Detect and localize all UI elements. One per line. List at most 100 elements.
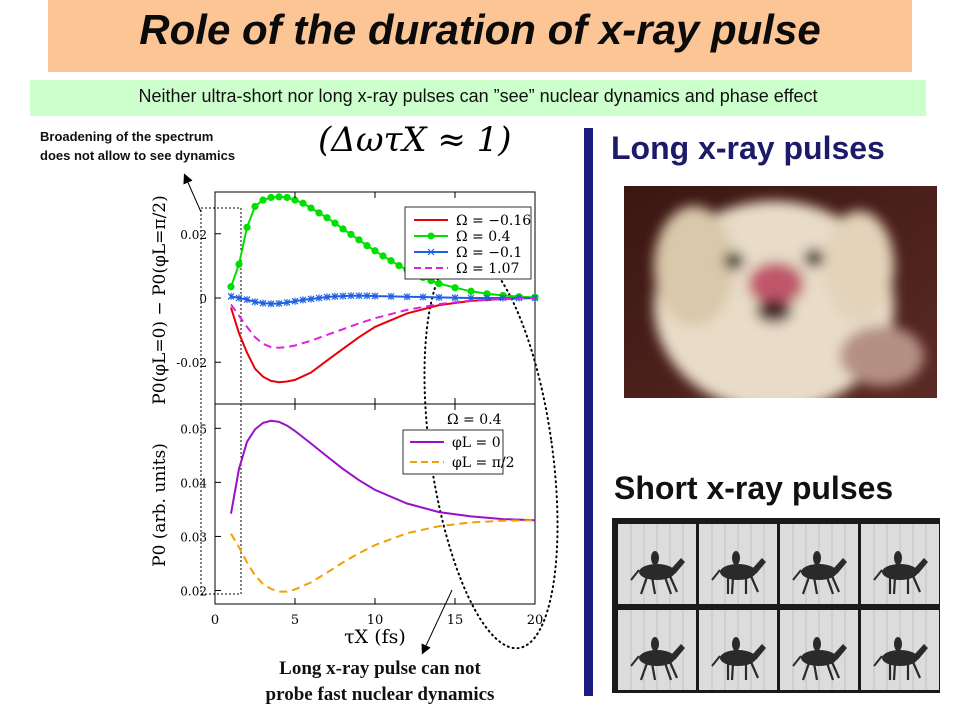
blurred-dog-photo	[624, 186, 937, 411]
horse-rider	[894, 551, 902, 565]
data-point	[267, 193, 275, 202]
subtitle-banner: Neither ultra-short nor long x-ray pulse…	[30, 80, 926, 116]
horse-legs	[726, 575, 760, 595]
blurred-dog-image	[624, 186, 937, 411]
y-tick-label: 0.05	[180, 422, 207, 436]
horse-legs	[639, 661, 679, 681]
horse-body	[639, 564, 675, 580]
data-point	[371, 292, 379, 300]
data-point	[259, 299, 267, 307]
data-point	[355, 236, 363, 244]
data-point	[283, 193, 291, 202]
horse-head	[833, 644, 847, 660]
horse-head	[914, 558, 928, 574]
horse-rider	[813, 551, 821, 565]
long-pulse-arrow	[421, 589, 453, 655]
data-point	[331, 292, 339, 300]
horse-tail	[711, 655, 721, 667]
data-point	[347, 292, 355, 300]
broadening-note-line2: does not allow to see dynamics	[40, 148, 236, 163]
data-point	[323, 214, 331, 222]
bottom-y-axis-label: P0 (arb. units)	[150, 443, 170, 567]
horse-tail	[630, 655, 640, 667]
horse-legs	[639, 575, 679, 595]
data-point	[315, 294, 323, 302]
legend-label: φL = π/2	[452, 455, 515, 471]
data-point	[419, 293, 427, 301]
horse-head	[671, 558, 685, 574]
data-point	[467, 287, 475, 295]
data-point	[243, 296, 251, 304]
legend-marker	[427, 248, 435, 256]
data-point	[291, 297, 299, 305]
data-point	[227, 283, 235, 291]
data-point	[435, 293, 443, 301]
broadening-arrow	[183, 173, 202, 213]
horse-rider	[651, 551, 659, 565]
data-point	[259, 196, 267, 204]
long-pulse-note: Long x-ray pulse can not probe fast nucl…	[220, 656, 540, 708]
data-point	[371, 247, 379, 255]
legend-label: Ω = −0.1	[456, 245, 522, 261]
data-point	[395, 261, 403, 270]
horse-rider	[894, 637, 902, 651]
data-point	[251, 202, 259, 211]
horse-head	[833, 558, 847, 574]
y-tick-label: -0.02	[176, 356, 207, 370]
horse-tail	[873, 655, 883, 667]
long-pulses-heading: Long x-ray pulses	[611, 130, 885, 166]
series-line-1-0	[230, 419, 536, 522]
legend-marker	[427, 232, 435, 240]
omega-inset-label: Ω = 0.4	[447, 412, 502, 428]
horse-tail	[630, 569, 640, 581]
data-point	[307, 204, 315, 212]
broadening-note: Broadening of the spectrum does not allo…	[40, 127, 235, 165]
data-point	[339, 292, 347, 300]
bottom-legend-box	[402, 429, 504, 475]
horse-head	[671, 644, 685, 660]
horse-rider	[732, 551, 740, 565]
series-line-0-0	[230, 297, 536, 384]
data-point	[451, 284, 459, 292]
horse-tail	[873, 569, 883, 581]
data-point	[339, 225, 347, 233]
long-pulse-note-line2: probe fast nuclear dynamics	[265, 684, 495, 705]
bottom-legend: φL = 0 φL = π/2	[402, 429, 515, 475]
short-time-highlight-box	[200, 207, 242, 595]
horse-body	[801, 564, 837, 580]
horse-tail	[711, 569, 721, 581]
horse-head	[752, 644, 766, 660]
horse-head	[914, 644, 928, 660]
x-tick-label: 10	[367, 613, 384, 628]
top-legend: Ω = −0.16Ω = 0.4Ω = −0.1Ω = 1.07	[404, 206, 532, 280]
horse-body	[720, 650, 756, 666]
y-tick-label: 0.02	[180, 228, 207, 242]
horse-legs	[801, 575, 841, 595]
data-point	[363, 242, 371, 250]
data-point	[267, 300, 275, 308]
data-point	[299, 296, 307, 304]
data-point	[499, 294, 507, 302]
y-tick-label: 0.02	[180, 584, 207, 598]
data-point	[283, 298, 291, 306]
horse-body	[639, 650, 675, 666]
data-point	[435, 279, 443, 288]
legend-label: φL = 0	[452, 435, 501, 451]
data-point	[235, 260, 243, 268]
horse-head	[752, 558, 766, 574]
series-line-1-1	[230, 519, 536, 593]
data-point	[227, 292, 235, 300]
data-point	[347, 230, 355, 238]
horse-rider	[813, 637, 821, 651]
y-tick-label: 0.04	[180, 476, 207, 490]
legend-label: Ω = 0.4	[456, 229, 511, 245]
y-tick-label: 0.03	[180, 530, 207, 544]
data-point	[363, 292, 371, 300]
data-point	[251, 298, 259, 306]
legend-label: Ω = 1.07	[456, 261, 519, 277]
horse-legs	[726, 661, 760, 681]
series-line-0-3	[230, 297, 536, 349]
horse-body	[720, 564, 756, 580]
data-point	[299, 199, 307, 207]
